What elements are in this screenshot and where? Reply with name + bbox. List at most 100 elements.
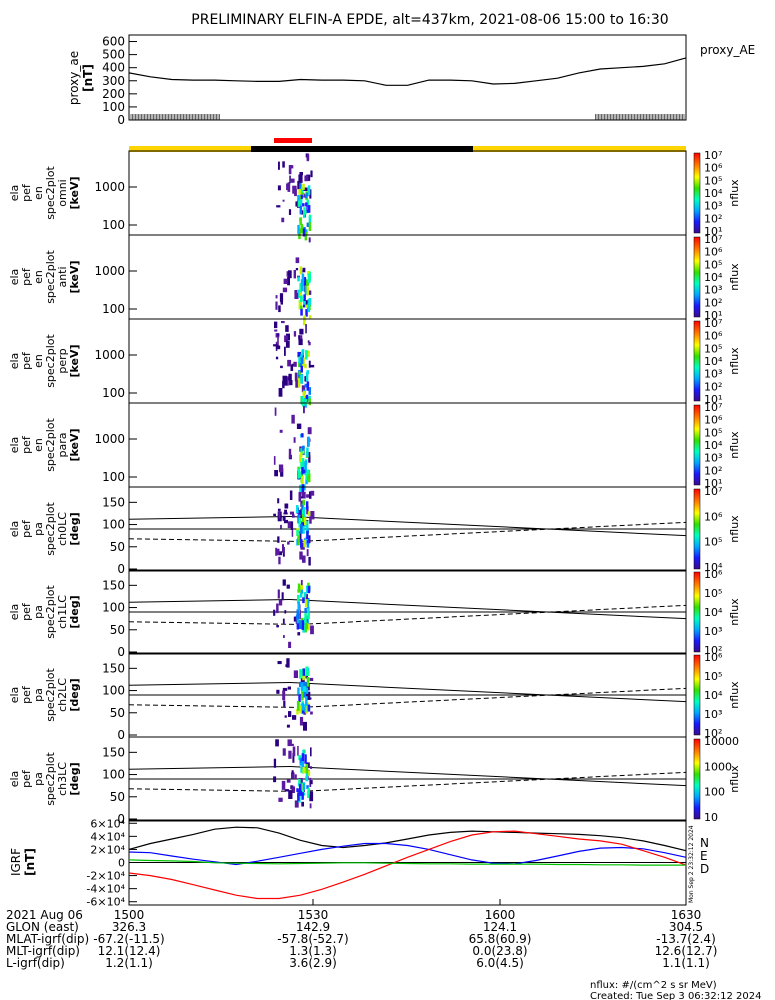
ch1-colorbar-label: 10⁶: [704, 568, 723, 581]
ch1-ylabel: ch1LC: [56, 595, 69, 629]
ch3-flux-pixel: [296, 788, 299, 792]
proxy-ae-tick-label: 500: [102, 48, 125, 62]
ch0-flux-pixel: [279, 551, 283, 556]
ch1-flux-pixel: [277, 589, 280, 599]
x-axis-value: 3.6(2.9): [289, 956, 337, 970]
ch0-tick-label: 150: [102, 495, 125, 509]
omni-flux-pixel: [299, 172, 303, 176]
ch1-flux-pixel: [286, 584, 290, 589]
ch1-flux-pixel: [301, 620, 304, 630]
perp-flux-pixel: [277, 333, 280, 337]
x-axis-value: -13.7(2.4): [656, 932, 716, 946]
ch0-flux-pixel: [299, 531, 302, 541]
perp-flux-pixel: [305, 324, 307, 334]
x-axis-value: 124.1: [483, 920, 517, 934]
omni-flux-pixel: [304, 175, 309, 182]
igrf-legend-e: E: [700, 849, 708, 863]
ch3-flux-pixel: [307, 788, 310, 795]
anti-flux-pixel: [300, 295, 303, 303]
ch2-flux-pixel: [283, 700, 286, 707]
omni-colorbar-label: 10³: [704, 200, 722, 213]
ch2-colorbar-scale: [693, 654, 701, 736]
ch0-flux-pixel: [300, 542, 305, 550]
anti-flux-pixel: [299, 266, 303, 275]
ch2-loss-cone-line: [128, 682, 291, 686]
ch3-ylabel: spec2plot: [44, 752, 57, 806]
para-ylabel: para: [56, 433, 69, 458]
omni-colorbar-label: 10¹: [704, 225, 722, 238]
ch0-flux-pixel: [301, 491, 306, 499]
ch1-flux-pixel: [305, 593, 308, 604]
perp-colorbar-label: 10²: [704, 380, 722, 393]
ch2-flux-pixel: [305, 704, 308, 714]
ch2-flux-pixel: [307, 694, 310, 699]
anti-colorbar-label: 10⁴: [704, 271, 723, 284]
ch3-flux-pixel: [294, 800, 299, 808]
ch1-colorbar-label: 10³: [704, 625, 722, 638]
igrf-line-total: [128, 859, 686, 866]
ch3-flux-pixel: [298, 789, 301, 795]
igrf-tick-label: 0: [118, 857, 125, 870]
perp-flux-pixel: [299, 361, 303, 367]
omni-flux-pixel: [286, 183, 289, 191]
ch3-flux-pixel: [305, 764, 309, 774]
ch1-flux-pixel: [299, 592, 303, 598]
perp-colorbar-label: 10⁷: [704, 317, 722, 330]
ch0-flux-pixel: [300, 496, 304, 499]
para-flux-pixel: [274, 407, 277, 416]
omni-flux-pixel: [308, 222, 312, 231]
para-flux-pixel: [300, 448, 303, 454]
ch0-colorbar-title: nflux: [728, 515, 741, 543]
ch2-flux-pixel: [286, 724, 290, 728]
perp-flux-pixel: [280, 365, 283, 369]
para-flux-pixel: [308, 455, 311, 463]
panel-ch3: ela pef pa spec2plot ch3LC [deg]0501001501010…: [8, 735, 741, 826]
omni-flux-pixel: [303, 214, 306, 218]
ch1-flux-pixel: [307, 613, 310, 620]
perp-flux-pixel: [302, 357, 305, 367]
ch2-flux-pixel: [299, 681, 302, 687]
perp-spectrogram: [273, 321, 315, 408]
omni-flux-pixel: [304, 210, 307, 215]
ch1-flux-pixel: [300, 589, 304, 594]
igrf-legend-d: D: [700, 862, 709, 876]
ch0-flux-pixel: [303, 539, 306, 548]
ch2-flux-pixel: [299, 716, 304, 726]
x-axis-value: 1.1(1.1): [662, 956, 710, 970]
anti-flux-pixel: [305, 300, 309, 308]
ch2-flux-pixel: [305, 683, 310, 691]
ch3-flux-pixel: [299, 783, 302, 793]
ch1-flux-pixel: [307, 585, 311, 594]
ch3-colorbar-title: nflux: [728, 765, 741, 793]
ch1-flux-pixel: [300, 580, 303, 589]
ch3-ylabel: pef: [20, 769, 33, 788]
igrf-tick-label: 4×10⁴: [90, 830, 125, 843]
ch0-flux-pixel: [309, 516, 312, 524]
perp-flux-pixel: [298, 338, 303, 346]
para-flux-pixel: [298, 471, 302, 478]
omni-flux-pixel: [297, 180, 301, 190]
ch1-loss-cone-line: [289, 599, 687, 620]
anti-flux-pixel: [297, 289, 300, 293]
igrf-tick-label: -4×10⁴: [86, 883, 125, 896]
ch0-flux-pixel: [298, 492, 302, 502]
ch0-flux-pixel: [306, 549, 309, 557]
ch0-tick-label: 0: [117, 562, 125, 576]
proxy-ae-tick-label: 600: [102, 35, 125, 49]
ch2-tick-label: 0: [117, 728, 125, 742]
perp-flux-pixel: [300, 375, 303, 383]
spectrogram-panels: ela pef en spec2plot omni [keV]100100010¹10²1…: [8, 149, 741, 826]
ch2-ylabel: pef: [20, 685, 33, 704]
para-flux-pixel: [304, 460, 307, 470]
ch3-flux-pixel: [291, 772, 295, 779]
anti-flux-pixel: [303, 294, 306, 301]
ch0-flux-pixel: [276, 548, 280, 556]
ch1-flux-pixel: [306, 615, 309, 624]
anti-flux-pixel: [294, 290, 299, 299]
proxy-ae-side-label: proxy_AE: [700, 43, 755, 57]
perp-colorbar-label: 10⁵: [704, 342, 722, 355]
x-axis-value: -67.2(-11.5): [93, 932, 164, 946]
ch2-tick-label: 150: [102, 661, 125, 675]
